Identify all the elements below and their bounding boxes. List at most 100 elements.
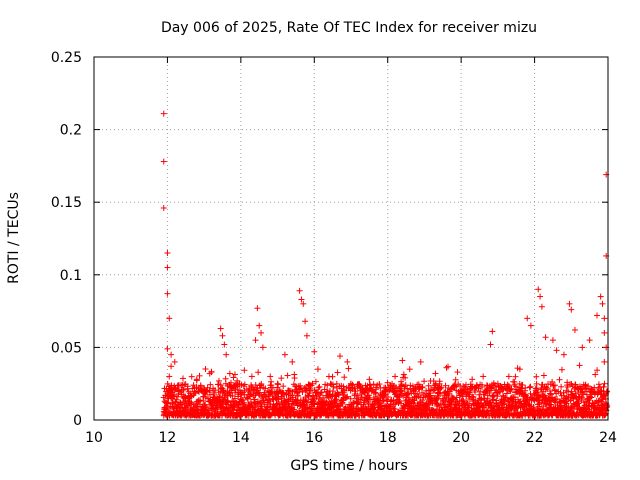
roti-point xyxy=(160,158,167,165)
roti-point xyxy=(171,393,178,400)
roti-point xyxy=(579,344,586,351)
roti-point xyxy=(239,396,246,403)
x-tick-label: 12 xyxy=(159,430,177,446)
roti-point xyxy=(341,374,348,381)
roti-point xyxy=(406,366,413,373)
roti-point xyxy=(597,293,604,300)
grid-lines xyxy=(94,57,608,420)
roti-point xyxy=(526,384,533,391)
roti-point xyxy=(294,392,301,399)
roti-point xyxy=(445,363,452,370)
roti-point xyxy=(220,387,227,394)
roti-point xyxy=(160,205,167,212)
roti-point xyxy=(206,389,213,396)
roti-point xyxy=(601,329,608,336)
roti-point xyxy=(392,373,399,380)
roti-point xyxy=(330,383,337,390)
roti-point xyxy=(267,373,274,380)
roti-point xyxy=(230,374,237,381)
roti-point xyxy=(221,406,228,413)
roti-point xyxy=(219,332,226,339)
roti-point xyxy=(303,332,310,339)
roti-point xyxy=(164,264,171,271)
roti-point xyxy=(160,110,167,117)
y-tick-label: 0.15 xyxy=(51,195,82,211)
roti-point xyxy=(542,334,549,341)
roti-point xyxy=(217,325,224,332)
roti-point xyxy=(601,315,608,322)
roti-point xyxy=(221,341,228,348)
roti-point xyxy=(366,376,373,383)
roti-point xyxy=(223,351,230,358)
roti-point xyxy=(469,376,476,383)
roti-point xyxy=(344,393,351,400)
roti-point xyxy=(317,389,324,396)
roti-point xyxy=(571,326,578,333)
roti-point xyxy=(248,373,255,380)
roti-point xyxy=(164,290,171,297)
roti-point xyxy=(217,393,224,400)
roti-point xyxy=(566,300,573,307)
roti-point xyxy=(568,306,575,313)
x-tick-label: 20 xyxy=(452,430,470,446)
roti-point xyxy=(317,412,324,419)
roti-point xyxy=(553,347,560,354)
roti-point xyxy=(352,388,359,395)
roti-point xyxy=(560,351,567,358)
roti-point xyxy=(207,381,214,388)
roti-point xyxy=(226,370,233,377)
roti-point xyxy=(303,387,310,394)
chart-title: Day 006 of 2025, Rate Of TEC Index for r… xyxy=(161,20,537,36)
roti-point xyxy=(334,369,341,376)
roti-point xyxy=(400,371,407,378)
roti-point xyxy=(443,364,450,371)
roti-dense-band xyxy=(160,362,611,419)
x-tick-label: 22 xyxy=(526,430,544,446)
roti-point xyxy=(316,383,323,390)
roti-point xyxy=(341,389,348,396)
x-tick-label: 18 xyxy=(379,430,397,446)
roti-point xyxy=(193,376,200,383)
roti-point xyxy=(265,397,272,404)
roti-point xyxy=(260,397,267,404)
roti-point xyxy=(303,398,310,405)
roti-point xyxy=(171,358,178,365)
roti-point xyxy=(307,385,314,392)
roti-point xyxy=(336,353,343,360)
roti-point xyxy=(179,375,186,382)
roti-point xyxy=(291,375,298,382)
roti-point xyxy=(311,348,318,355)
roti-point xyxy=(305,393,312,400)
roti-point xyxy=(556,376,563,383)
roti-point xyxy=(302,318,309,325)
roti-point xyxy=(299,389,306,396)
roti-point xyxy=(252,382,259,389)
y-tick-label: 0.2 xyxy=(60,123,82,139)
roti-point xyxy=(325,394,332,401)
roti-point xyxy=(285,401,292,408)
roti-point xyxy=(203,403,210,410)
roti-point xyxy=(335,392,342,399)
roti-point xyxy=(340,383,347,390)
roti-point xyxy=(216,377,223,384)
roti-point xyxy=(309,380,316,387)
roti-point xyxy=(296,287,303,294)
roti-point xyxy=(247,398,254,405)
roti-point xyxy=(212,387,219,394)
roti-point xyxy=(164,250,171,257)
y-tick-label: 0.1 xyxy=(60,268,82,284)
x-tick-label: 14 xyxy=(232,430,250,446)
roti-point xyxy=(280,383,287,390)
roti-point xyxy=(168,363,175,370)
axis-ticks: 10 12 14 16 18 20 22 24 0 0.05 0.1 0.15 0.2 0.25 xyxy=(51,50,617,446)
roti-point xyxy=(168,351,175,358)
roti-point xyxy=(524,315,531,322)
roti-point xyxy=(537,293,544,300)
roti-point xyxy=(586,337,593,344)
roti-point xyxy=(274,380,281,387)
roti-point xyxy=(595,381,602,388)
roti-point xyxy=(318,389,325,396)
roti-point xyxy=(593,312,600,319)
roti-point xyxy=(202,366,209,373)
